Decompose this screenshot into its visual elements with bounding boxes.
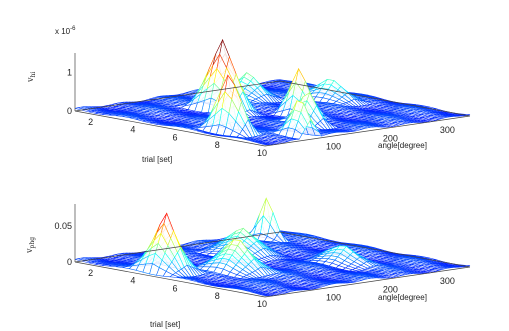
top-zlabel: vhi (26, 72, 37, 83)
y-tick-label: 10 (257, 148, 267, 158)
x-tick-label: 300 (440, 125, 455, 135)
y-tick-label: 6 (173, 132, 178, 142)
y-tick-label: 6 (173, 283, 178, 293)
bottom-xlabel: angle[degree] (378, 293, 427, 302)
z-tick-label: 1 (67, 67, 72, 77)
top-ylabel: trial [set] (142, 155, 172, 164)
bottom-zlabel: vphg (25, 237, 36, 254)
axis-edge (74, 231, 281, 263)
z-tick-label: 0 (67, 257, 72, 267)
z-tick-label: 0 (67, 106, 72, 116)
x-tick-label: 100 (326, 293, 341, 303)
x-tick-label: 200 (383, 284, 398, 294)
bottom-surface-mesh (74, 197, 471, 297)
surface-cell (258, 142, 268, 146)
y-tick-label: 2 (88, 117, 93, 127)
y-tick-label: 4 (130, 125, 135, 135)
z-tick-label: 0.05 (54, 221, 72, 231)
x-tick-label: 300 (440, 276, 455, 286)
top-surface-mesh (74, 38, 471, 146)
axis-edge (264, 115, 471, 147)
y-tick-label: 4 (130, 276, 135, 286)
top-xlabel: angle[degree] (378, 141, 427, 150)
axis-edge (74, 110, 266, 147)
axis-edge (279, 231, 471, 268)
y-tick-label: 8 (215, 140, 220, 150)
y-tick-label: 10 (257, 299, 267, 309)
x-tick-label: 200 (383, 133, 398, 143)
x-tick-label: 100 (326, 142, 341, 152)
y-tick-label: 2 (88, 268, 93, 278)
axis-edge (264, 266, 471, 298)
axis-edge (74, 261, 266, 298)
y-tick-label: 8 (215, 291, 220, 301)
bottom-ylabel: trial [set] (150, 320, 180, 329)
surface-cell (258, 293, 268, 297)
axis-edge (74, 80, 281, 112)
axis-edge (279, 80, 471, 117)
top-exponent-label: x 10-6 (55, 26, 76, 36)
